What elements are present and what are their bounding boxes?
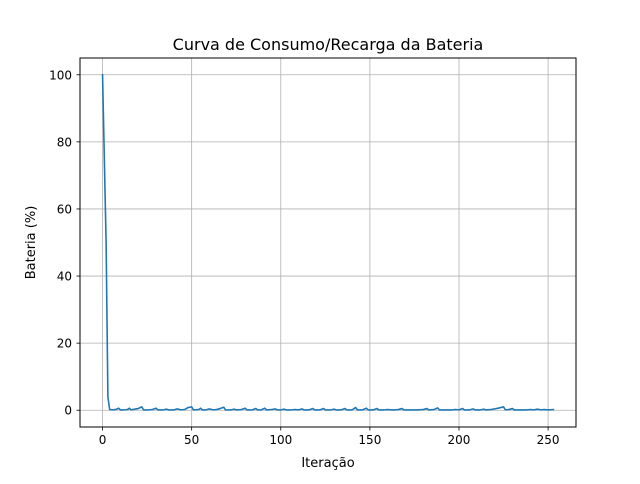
y-tick-label: 100: [49, 68, 72, 82]
x-axis-label: Iteração: [301, 456, 354, 471]
y-tick-label: 20: [57, 337, 72, 351]
y-tick-label: 60: [57, 202, 72, 216]
y-tick-label: 40: [57, 270, 72, 284]
series-layer: [101, 73, 555, 411]
x-tick-label: 50: [184, 433, 199, 447]
y-tick-label: 0: [64, 404, 72, 418]
series-line-1: [101, 73, 555, 411]
x-tick-label: 0: [99, 433, 107, 447]
x-tick-label: 100: [269, 433, 292, 447]
x-tick-label: 250: [537, 433, 560, 447]
x-tick-label: 150: [358, 433, 381, 447]
y-tick-label: 80: [57, 135, 72, 149]
y-axis-label: Bateria (%): [24, 206, 39, 280]
plot-background: [80, 58, 576, 427]
x-tick-label: 200: [448, 433, 471, 447]
chart-title: Curva de Consumo/Recarga da Bateria: [173, 35, 484, 54]
x-ticks: 0 50 100 150 200 250: [99, 427, 560, 447]
plot-frame: [79, 57, 577, 428]
y-ticks: 0 20 40 60 80 100: [49, 68, 80, 418]
grid-lines: [80, 58, 576, 427]
